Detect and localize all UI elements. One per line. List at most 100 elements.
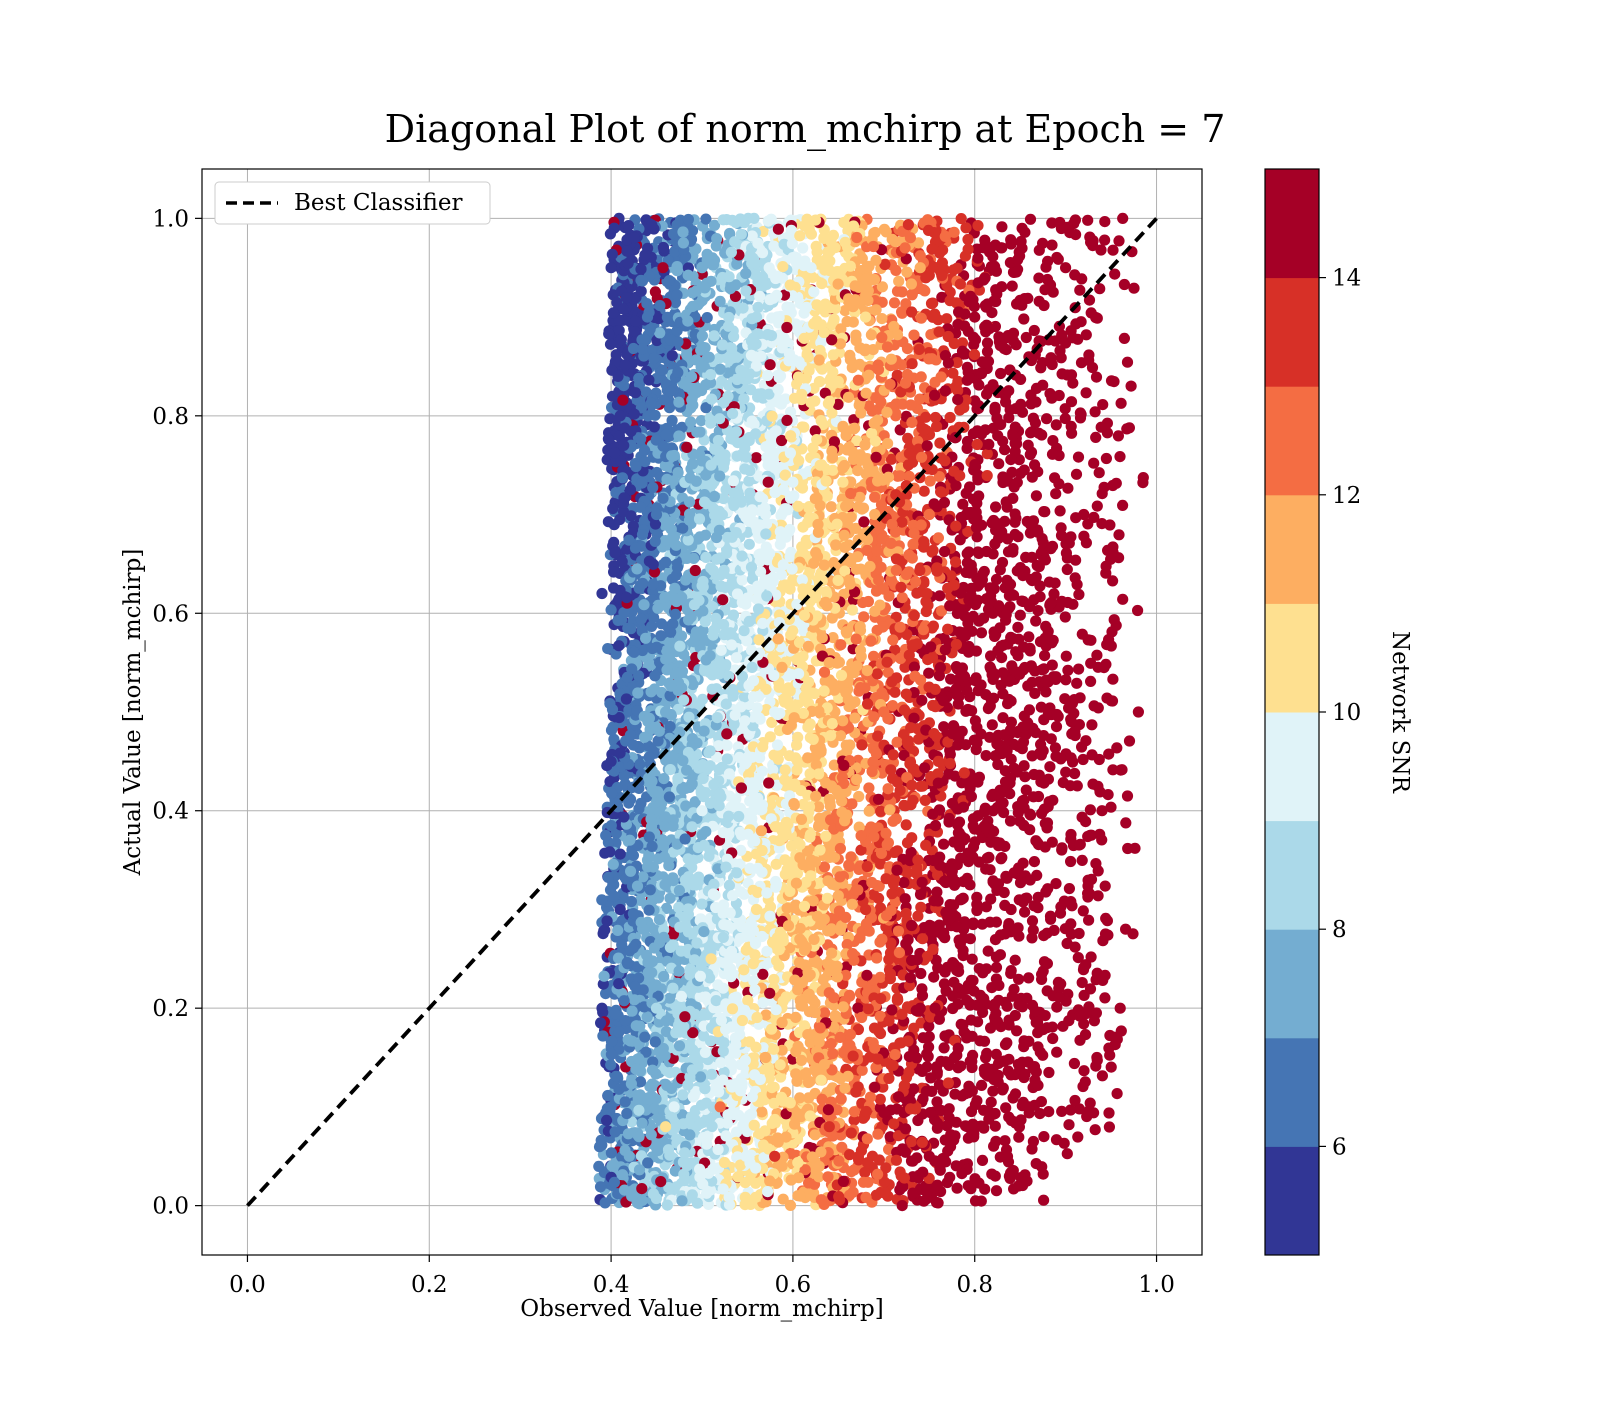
scatter-point [608, 566, 619, 577]
scatter-point [1099, 216, 1110, 227]
scatter-point [1005, 454, 1016, 465]
scatter-point [1062, 665, 1073, 676]
scatter-point [903, 934, 914, 945]
scatter-point [1035, 591, 1046, 602]
scatter-point [952, 1183, 963, 1194]
scatter-point [1116, 398, 1127, 409]
scatter-point [1064, 883, 1075, 894]
scatter-point [916, 371, 927, 382]
scatter-point [1100, 881, 1111, 892]
scatter-point [844, 350, 855, 361]
scatter-point [1050, 878, 1061, 889]
scatter-point [864, 806, 875, 817]
scatter-point [1097, 1070, 1108, 1081]
scatter-point [892, 993, 903, 1004]
scatter-point [827, 612, 838, 623]
scatter-point [1045, 598, 1056, 609]
scatter-point [915, 902, 926, 913]
scatter-point [1033, 892, 1044, 903]
scatter-point [939, 978, 950, 989]
scatter-point [1106, 1062, 1117, 1073]
scatter-point [1065, 856, 1076, 867]
scatter-point [999, 1055, 1010, 1066]
scatter-point [985, 650, 996, 661]
scatter-point [1050, 578, 1061, 589]
scatter-point [714, 353, 725, 364]
scatter-point [1077, 1081, 1088, 1092]
scatter-point [785, 1200, 796, 1211]
scatter-point [1126, 381, 1137, 392]
scatter-point [1082, 215, 1093, 226]
points-layer [593, 213, 1149, 1211]
scatter-point [1104, 519, 1115, 530]
scatter-point [1060, 674, 1071, 685]
scatter-point [976, 368, 987, 379]
scatter-point [917, 933, 928, 944]
chart-title: Diagonal Plot of norm_mchirp at Epoch = … [385, 107, 1226, 152]
scatter-point [1074, 1035, 1085, 1046]
scatter-point [996, 221, 1007, 232]
scatter-point [980, 1052, 991, 1063]
scatter-point [1058, 777, 1069, 788]
scatter-point [919, 486, 930, 497]
scatter-point [927, 809, 938, 820]
scatter-point [1008, 984, 1019, 995]
scatter-point [1033, 839, 1044, 850]
scatter-point [974, 772, 985, 783]
scatter-point [1076, 273, 1087, 284]
scatter-point [984, 917, 995, 928]
scatter-point [779, 854, 790, 865]
scatter-point [1101, 453, 1112, 464]
scatter-point [1039, 956, 1050, 967]
scatter-point [941, 313, 952, 324]
scatter-point [901, 908, 912, 919]
scatter-point [1104, 1121, 1115, 1132]
scatter-point [1097, 975, 1108, 986]
scatter-point [1097, 399, 1108, 410]
scatter-point [1128, 283, 1139, 294]
scatter-point [985, 864, 996, 875]
scatter-point [1092, 501, 1103, 512]
scatter-point [1029, 856, 1040, 867]
scatter-point [988, 548, 999, 559]
scatter-point [915, 968, 926, 979]
scatter-point [968, 332, 979, 343]
scatter-point [1072, 1131, 1083, 1142]
scatter-point [756, 1106, 767, 1117]
scatter-point [1113, 235, 1124, 246]
scatter-point [970, 1195, 981, 1206]
scatter-point [1090, 432, 1101, 443]
scatter-point [1071, 469, 1082, 480]
scatter-point [1073, 664, 1084, 675]
scatter-point [893, 276, 904, 287]
scatter-point [996, 652, 1007, 663]
scatter-point [860, 344, 871, 355]
scatter-point [976, 627, 987, 638]
scatter-point [1077, 855, 1088, 866]
scatter-point [605, 339, 616, 350]
scatter-point [1072, 780, 1083, 791]
scatter-point [1119, 333, 1130, 344]
scatter-point [905, 399, 916, 410]
scatter-point [1086, 719, 1097, 730]
scatter-point [1070, 318, 1081, 329]
scatter-point [1062, 564, 1073, 575]
scatter-point [751, 452, 762, 463]
scatter-point [1081, 387, 1092, 398]
scatter-point [1066, 428, 1077, 439]
scatter-point [920, 412, 931, 423]
scatter-point [724, 880, 735, 891]
scatter-point [1038, 1195, 1049, 1206]
scatter-point [1120, 817, 1131, 828]
scatter-point [1119, 279, 1130, 290]
scatter-point [932, 1118, 943, 1129]
scatter-point [858, 516, 869, 527]
scatter-point [603, 516, 614, 527]
scatter-point [859, 1167, 870, 1178]
scatter-point [1091, 650, 1102, 661]
scatter-point [982, 337, 993, 348]
scatter-point [858, 611, 869, 622]
scatter-point [973, 548, 984, 559]
